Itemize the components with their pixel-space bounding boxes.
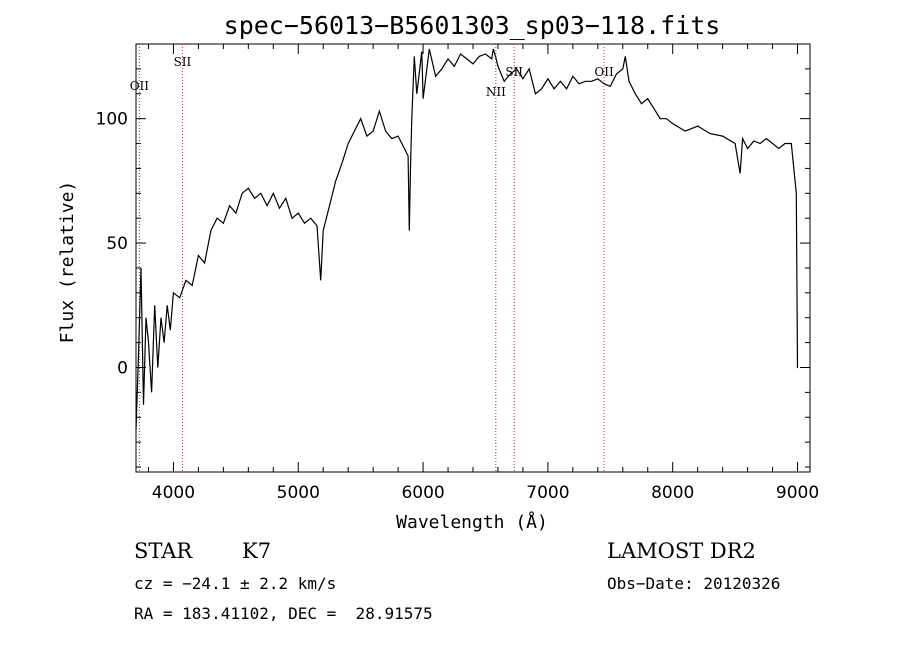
spectrum-series <box>135 48 799 430</box>
y-axis-label: Flux (relative) <box>57 181 78 344</box>
survey-name: LAMOST DR2 <box>607 539 756 563</box>
spectral-subclass: K7 <box>242 539 272 563</box>
y-axis: 0 50 100 <box>96 43 810 468</box>
line-marker-label: SII <box>174 55 192 69</box>
line-marker-label: OII <box>130 79 150 93</box>
y-tick-label: 100 <box>96 110 128 130</box>
plot-frame <box>135 43 811 473</box>
x-tick-label: 7000 <box>526 483 569 503</box>
redshift-info: cz = −24.1 ± 2.2 km/s <box>134 574 337 593</box>
y-tick-label: 0 <box>117 358 128 378</box>
line-marker-label: NII <box>486 85 506 99</box>
y-tick-label: 50 <box>106 234 128 254</box>
x-tick-label: 8000 <box>651 483 694 503</box>
spectrum-line <box>135 48 799 430</box>
chart-title: spec−56013−B5601303_sp03−118.fits <box>224 11 721 40</box>
x-tick-label: 5000 <box>277 483 320 503</box>
x-tick-label: 4000 <box>152 483 195 503</box>
coordinates: RA = 183.41102, DEC = 28.91575 <box>134 604 433 623</box>
plot-area <box>135 43 811 473</box>
line-marker-label: OII <box>594 65 614 79</box>
obs-date: Obs−Date: 20120326 <box>607 574 781 593</box>
x-axis: 4000 5000 6000 7000 8000 9000 <box>147 44 819 503</box>
x-tick-label: 9000 <box>776 483 819 503</box>
x-axis-label: Wavelength (Å) <box>396 511 548 533</box>
object-class: STAR <box>134 539 193 563</box>
x-tick-label: 6000 <box>401 483 444 503</box>
